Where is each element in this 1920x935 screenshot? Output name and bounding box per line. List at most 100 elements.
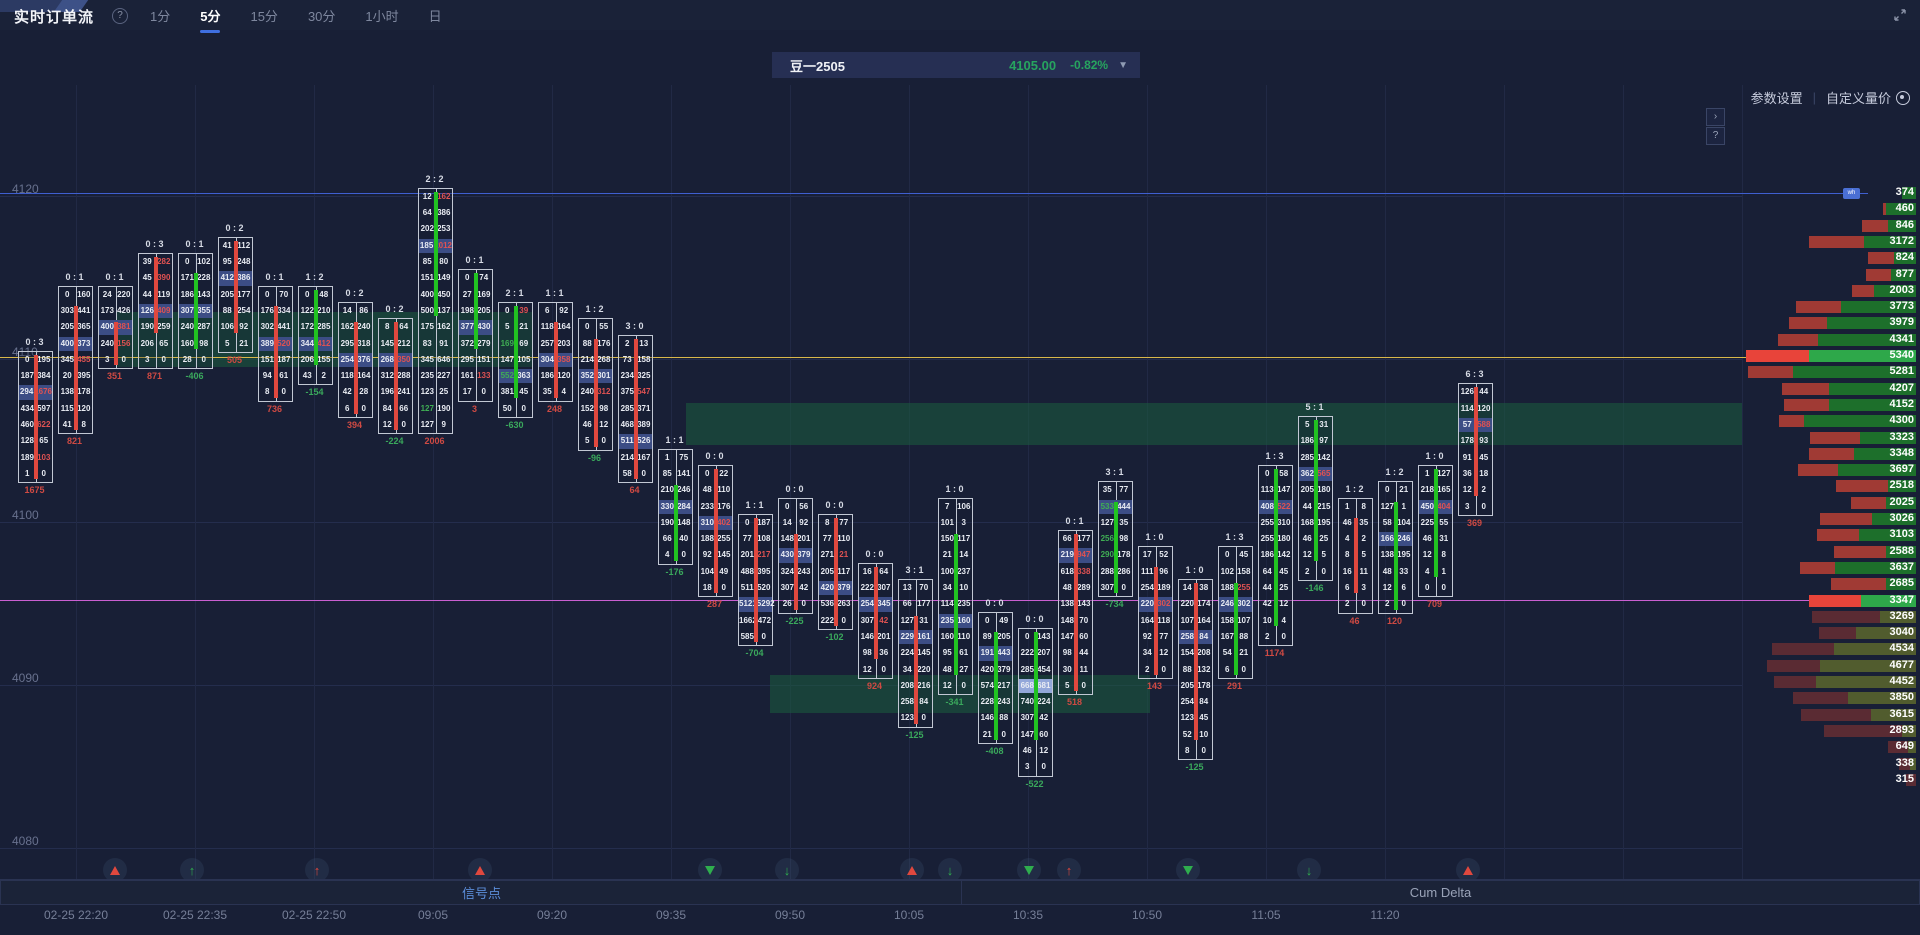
volume-profile-buy-bar xyxy=(1902,187,1916,199)
footprint-row: 168 195 xyxy=(1299,515,1332,531)
footprint-candle[interactable]: 0 48 122 210 172 285 344 412 206 155 43 2 xyxy=(298,285,333,386)
footprint-candle[interactable]: 0 55 88 176 214 268 352 301 240 312 152 98 46 12 5 0 xyxy=(578,318,613,451)
tab-30分[interactable]: 30分 xyxy=(307,8,336,24)
footprint-candle[interactable]: 5 31 186 97 285 142 362 565 205 180 44 215 168 195 46 2… xyxy=(1298,416,1333,582)
cum-delta-panel-tab[interactable]: Cum Delta xyxy=(961,880,1920,905)
bid-volume-cell: 28 xyxy=(182,354,192,364)
bid-volume-cell: 147 xyxy=(1020,729,1034,739)
footprint-row: 307 42 xyxy=(859,613,892,629)
bid-volume-cell: 740 xyxy=(1020,697,1034,707)
footprint-row: 138 178 xyxy=(59,384,92,400)
volume-profile-sell-bar xyxy=(1820,513,1872,525)
volume-profile-buy-bar xyxy=(1848,692,1916,705)
footprint-row: 345 455 xyxy=(59,352,92,368)
footprint-candle[interactable]: 8 77 77 110 271 21 205 117 420 379 536 263 222 0 xyxy=(818,513,853,630)
bid-volume-cell: 10 xyxy=(1262,615,1272,625)
bid-volume-cell: 222 xyxy=(820,615,834,625)
ask-volume-cell: 120 xyxy=(557,371,571,381)
symbol-selector[interactable]: 豆一2505 4105.00 -0.82% ▼ xyxy=(772,52,1140,78)
imbalance-ratio-label: 0 : 0 xyxy=(785,483,804,494)
candle-delta-label: -125 xyxy=(1185,762,1204,773)
footprint-candle[interactable]: 0 56 14 92 148 201 430 379 324 243 307 42 26 0 xyxy=(778,497,813,614)
footprint-candle[interactable]: 0 49 89 205 191 443 420 379 574 217 228 243 146 88 21 0 xyxy=(978,611,1013,745)
param-settings-button[interactable]: 参数设置 xyxy=(1750,91,1803,106)
footprint-candle[interactable]: 0 21 127 1 58 104 166 246 138 195 48 33 12 6 2 0 xyxy=(1378,481,1413,614)
ask-volume-cell: 565 xyxy=(1317,468,1331,478)
footprint-row: 66 177 xyxy=(1059,531,1092,547)
fullscreen-toggle-icon[interactable] xyxy=(1892,7,1908,23)
footprint-candle[interactable]: 8 64 145 212 268 350 312 288 196 241 84 66 12 0 xyxy=(378,318,413,435)
volume-profile-sell-bar xyxy=(1834,545,1886,558)
volume-profile-value: 3348 xyxy=(1889,446,1914,459)
bid-volume-cell: 66 xyxy=(1062,534,1072,544)
bid-volume-cell: 45 xyxy=(142,273,152,283)
footprint-candle[interactable]: 39 282 45 390 44 119 126 409 190 259 206 65 3 0 xyxy=(138,253,173,370)
tab-1分[interactable]: 1分 xyxy=(150,8,171,24)
panel-help-button[interactable]: ? xyxy=(1706,127,1725,145)
footprint-candle[interactable]: 24 220 173 426 400 381 240 156 3 0 xyxy=(98,285,133,370)
footprint-candle[interactable]: 0 39 5 21 169 69 147 105 552 363 381 45 50 0 xyxy=(498,301,533,419)
volume-profile-sell-bar xyxy=(1862,219,1888,232)
page-title: 实时订单流 xyxy=(14,9,95,26)
footprint-candle[interactable]: 35 77 533 444 127 35 256 98 290 178 288 286 307 0 xyxy=(1098,481,1133,598)
footprint-row: 160 110 xyxy=(939,629,972,645)
bid-volume-cell: 254 xyxy=(1140,583,1154,593)
bid-volume-cell: 1662 xyxy=(739,615,757,625)
footprint-candle[interactable]: 66 177 219 947 618 338 48 289 138 143 148 70 147 60 98… xyxy=(1058,530,1093,696)
footprint-candle[interactable]: 1 75 85 141 210 246 330 284 190 148 66 40 4 0 xyxy=(658,448,693,565)
footprint-candle[interactable]: 0 74 27 169 198 205 377 430 372 279 295 151 161 133 17… xyxy=(458,269,493,402)
footprint-row: 46 25 xyxy=(1299,531,1332,547)
footprint-candle[interactable]: 7 106 101 3 150 117 21 14 100 237 34 10 114 235 235 160… xyxy=(938,497,973,696)
footprint-candle[interactable]: 1 8 46 35 4 2 8 5 16 11 6 3 2 0 xyxy=(1338,497,1373,614)
bid-volume-cell: 303 xyxy=(60,305,74,315)
footprint-candle[interactable]: 0 58 113 147 408 522 255 310 255 180 186 142 64 45 44 2… xyxy=(1258,464,1293,647)
ask-volume-cell: 177 xyxy=(917,599,931,609)
ask-volume-cell: 302 xyxy=(1157,599,1171,609)
footprint-candle[interactable]: 0 102 171 228 186 143 307 355 240 287 160 98 28 0 xyxy=(178,253,213,370)
footprint-candle[interactable]: 126 44 114 120 57 588 178 93 91 45 36 18 12 2 3 0 xyxy=(1458,383,1493,516)
footprint-row: 208 216 xyxy=(899,678,932,694)
panel-collapse-button[interactable]: › xyxy=(1706,108,1725,126)
tab-15分[interactable]: 15分 xyxy=(250,8,278,24)
ask-volume-cell: 180 xyxy=(1317,485,1331,495)
footprint-candle[interactable]: 0 160 303 441 205 365 400 373 345 455 20 395 138 178 1… xyxy=(58,285,93,435)
footprint-row: 189 103 xyxy=(19,450,52,466)
candle-body-line xyxy=(473,273,478,349)
footprint-candle[interactable]: 17 52 111 96 254 189 220 302 164 118 92 77 34 12 2 0 xyxy=(1138,546,1173,679)
footprint-candle[interactable]: 16 64 222 307 254 345 307 42 146 201 98 36 12 0 xyxy=(858,562,893,679)
footprint-candle[interactable]: 0 22 48 110 233 176 310 402 188 255 92 145 104 49 18 0 xyxy=(698,464,733,598)
ask-volume-cell: 201 xyxy=(797,534,811,544)
footprint-candle[interactable]: 0 70 176 334 302 441 389 520 151 187 94 61 8 0 xyxy=(258,285,293,402)
footprint-row: 34 10 xyxy=(939,580,972,596)
candle-body-line xyxy=(993,631,998,741)
footprint-candle[interactable]: 0 187 77 108 201 217 488 395 511 520 5121 5292 1662 4… xyxy=(738,513,775,647)
footprint-candle[interactable]: 1 127 218 165 450 404 225 55 46 31 12 8 4 1 0 0 xyxy=(1418,464,1453,598)
footprint-row: 240 287 xyxy=(179,319,212,335)
help-icon[interactable]: ? xyxy=(112,8,128,24)
bid-volume-cell: 30 xyxy=(1062,664,1072,674)
footprint-row: 176 334 xyxy=(259,303,292,319)
ask-volume-cell: 282 xyxy=(157,257,171,267)
footprint-candle[interactable]: 14 38 220 174 107 164 258 84 154 208 88 132 205 178 25… xyxy=(1178,579,1213,761)
footprint-candle[interactable]: 13 70 66 177 127 31 229 161 224 145 34 220 208 216 258… xyxy=(898,579,933,728)
bid-volume-cell: 5 xyxy=(585,436,590,446)
footprint-candle[interactable]: 0 143 222 207 285 454 668 681 740 224 307 42 147 60 46… xyxy=(1018,627,1053,777)
footprint-row: 222 307 xyxy=(859,580,892,596)
footprint-candle[interactable]: 41 112 95 248 412 386 205 177 88 254 106 92 5 21 xyxy=(218,236,253,353)
footprint-candle[interactable]: 14 86 162 240 295 318 254 376 118 164 42 28 6 0 xyxy=(338,301,373,419)
footprint-candle[interactable]: 2 13 73 158 234 325 375 547 285 371 468 389 511 526 21… xyxy=(618,334,653,484)
footprint-candle[interactable]: 0 45 102 158 188 255 246 302 158 107 167 88 54 21 6 0 xyxy=(1218,546,1253,679)
tab-1小时[interactable]: 1小时 xyxy=(365,8,399,24)
footprint-row: 16 11 xyxy=(1339,564,1372,580)
ask-volume-cell: 0 xyxy=(841,615,846,625)
tab-日[interactable]: 日 xyxy=(428,8,442,24)
footprint-candle[interactable]: 12 162 64 386 202 253 185 2012 85 80 151 149 400 450 5… xyxy=(418,187,453,435)
custom-volume-price-button[interactable]: 自定义量价 xyxy=(1826,88,1910,107)
signal-panel-tab[interactable]: 信号点 xyxy=(0,880,963,905)
tab-5分[interactable]: 5分 xyxy=(198,1,222,33)
ask-volume-cell: 162 xyxy=(437,191,451,201)
footprint-candle[interactable]: 6 92 118 164 257 203 304 358 186 120 35 4 xyxy=(538,301,573,402)
volume-profile-sell-bar xyxy=(1852,284,1874,297)
footprint-candle[interactable]: 0 195 187 384 294 1676 434 597 460 622 128 65 189 103… xyxy=(18,350,53,484)
